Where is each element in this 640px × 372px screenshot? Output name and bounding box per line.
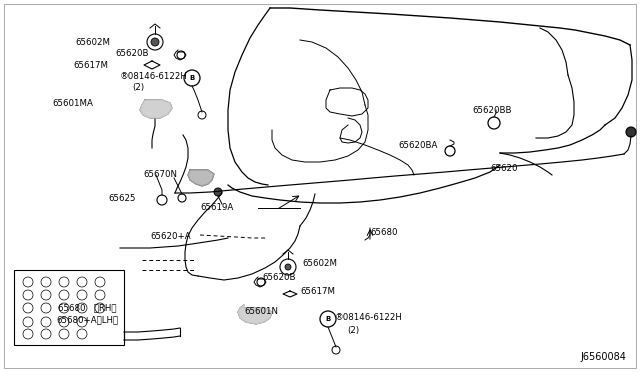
Text: 65620B: 65620B [115,48,148,58]
Text: 65620BA: 65620BA [398,141,437,150]
Polygon shape [238,305,272,324]
Circle shape [626,127,636,137]
Text: 65601N: 65601N [244,308,278,317]
Text: 65680: 65680 [370,228,397,237]
Text: ®08146-6122H: ®08146-6122H [335,314,403,323]
Text: 65620: 65620 [490,164,518,173]
Text: 65625: 65625 [108,193,136,202]
Text: (2): (2) [132,83,144,92]
Text: B: B [325,316,331,322]
Text: 65617M: 65617M [73,61,108,70]
Text: 65680+A〈LH〉: 65680+A〈LH〉 [56,315,118,324]
Circle shape [285,264,291,270]
Text: (2): (2) [347,326,359,334]
Text: B: B [189,75,195,81]
Text: 65680   〈RH〉: 65680 〈RH〉 [58,304,116,312]
Text: 65601MA: 65601MA [52,99,93,108]
Text: 65670N: 65670N [143,170,177,179]
Text: 65620+A: 65620+A [150,231,191,241]
Text: ®08146-6122H: ®08146-6122H [120,71,188,80]
Text: 65617M: 65617M [300,288,335,296]
Bar [14,270,124,345]
Text: 65602M: 65602M [75,38,110,46]
Text: 65620B: 65620B [262,273,296,282]
Polygon shape [188,170,214,186]
Text: J6560084: J6560084 [580,352,626,362]
Circle shape [214,188,222,196]
Polygon shape [140,100,172,118]
Text: 65602M: 65602M [302,260,337,269]
Text: 65619A: 65619A [200,202,233,212]
Circle shape [151,38,159,46]
Text: 65620BB: 65620BB [472,106,511,115]
